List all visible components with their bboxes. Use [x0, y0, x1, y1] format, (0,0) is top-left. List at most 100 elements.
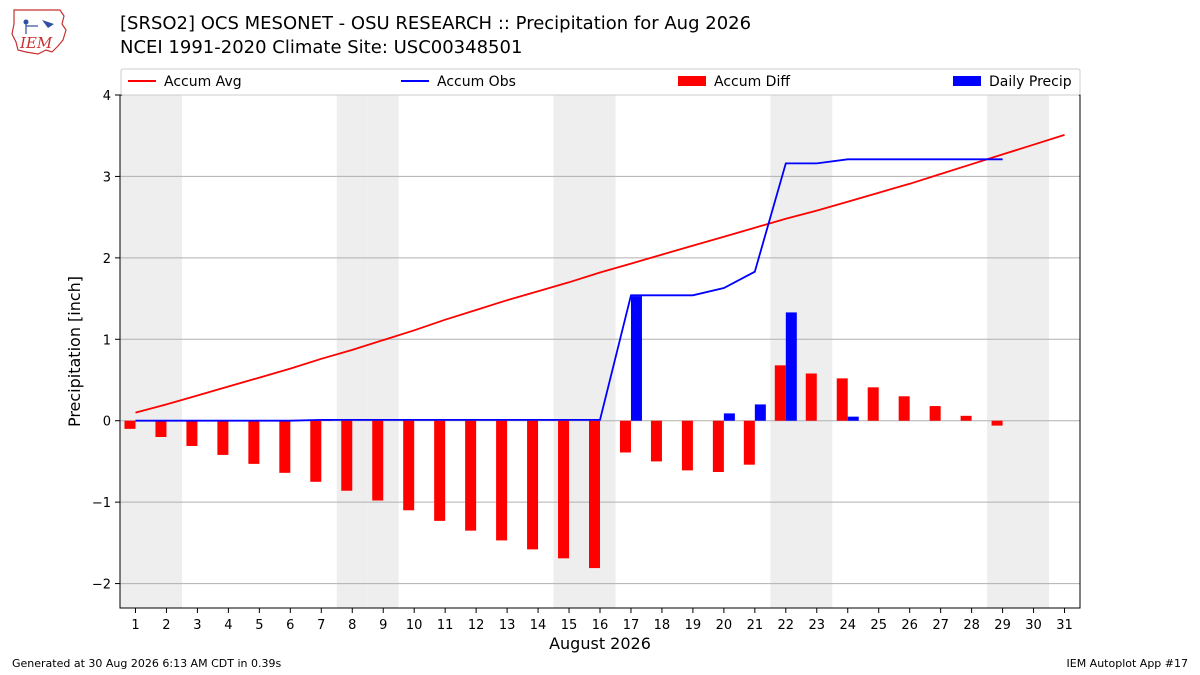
accum-diff-bar	[558, 420, 570, 559]
x-tick-label: 9	[379, 618, 387, 633]
legend-label: Accum Obs	[437, 74, 516, 90]
daily-precip-bar	[630, 296, 642, 421]
weekend-shade	[1018, 95, 1050, 608]
daily-precip-bar	[785, 312, 797, 421]
daily-precip-bar	[723, 413, 735, 421]
accum-diff-bar	[279, 420, 291, 473]
accum-diff-bar	[774, 365, 786, 421]
x-tick-label: 2	[162, 618, 170, 633]
accum-diff-bar	[186, 420, 198, 446]
accum-diff-bar	[124, 420, 136, 429]
legend-box	[120, 68, 1081, 96]
x-tick-label: 7	[317, 618, 325, 633]
x-tick-label: 10	[406, 618, 423, 633]
x-tick-label: 6	[286, 618, 294, 633]
iem-logo-graphic: IEM	[11, 9, 67, 55]
y-tick-label: 1	[103, 333, 111, 348]
accum-diff-bar	[712, 420, 724, 473]
x-tick-label: 29	[994, 618, 1011, 633]
x-tick-label: 24	[839, 618, 856, 633]
accum-diff-bar	[403, 420, 415, 511]
accum-diff-bar	[527, 420, 539, 550]
x-tick-label: 1	[131, 618, 139, 633]
accum-diff-bar	[434, 420, 446, 521]
x-tick-label: 31	[1056, 618, 1073, 633]
chart-title: [SRSO2] OCS MESONET - OSU RESEARCH :: Pr…	[120, 13, 752, 34]
iem-logo: IEM	[8, 6, 70, 58]
x-tick-label: 5	[255, 618, 263, 633]
legend-label: Accum Diff	[714, 74, 790, 90]
weekend-shading	[120, 95, 1050, 608]
weekend-shade	[150, 95, 182, 608]
x-tick-label: 30	[1025, 618, 1042, 633]
x-tick-label: 16	[592, 618, 609, 633]
accum-obs-line	[135, 158, 1003, 422]
weekend-shade	[367, 95, 399, 608]
x-tick-label: 3	[193, 618, 201, 633]
x-tick-label: 25	[870, 618, 887, 633]
accum-diff-bar	[217, 420, 229, 455]
x-tick-label: 26	[901, 618, 918, 633]
y-tick-label: 0	[103, 415, 111, 430]
accum-diff-bar	[310, 420, 322, 482]
y-tick-label: 3	[103, 170, 111, 185]
weekend-shade	[120, 95, 151, 608]
accum-diff-bar	[867, 387, 879, 421]
chart-subtitle: NCEI 1991-2020 Climate Site: USC00348501	[120, 37, 523, 58]
x-tick-label: 27	[932, 618, 949, 633]
accum-diff-bar	[496, 420, 508, 541]
x-tick-label: 4	[224, 618, 232, 633]
x-tick-label: 12	[468, 618, 485, 633]
x-tick-label: 23	[809, 618, 826, 633]
legend-label: Accum Avg	[164, 74, 242, 90]
lines	[135, 134, 1065, 422]
weekend-shade	[336, 95, 368, 608]
accum-diff-bar	[341, 420, 353, 491]
x-tick-label: 13	[499, 618, 516, 633]
accum-diff-bar	[155, 420, 167, 437]
accum-diff-bar	[929, 406, 941, 421]
x-tick-label: 22	[778, 618, 795, 633]
y-tick-label: 4	[103, 89, 111, 104]
accum-diff-bar	[991, 420, 1003, 426]
x-tick-label: 14	[530, 618, 547, 633]
y-tick-label: −2	[92, 578, 111, 593]
daily-precip-bar	[847, 416, 859, 421]
logo-text: IEM	[19, 34, 53, 52]
legend-swatch	[953, 76, 981, 86]
x-tick-label: 11	[437, 618, 454, 633]
legend-label: Daily Precip	[989, 74, 1072, 90]
x-tick-label: 28	[963, 618, 980, 633]
x-tick-label: 20	[716, 618, 733, 633]
accum-diff-bar	[681, 420, 693, 471]
x-axis-label: August 2026	[549, 634, 651, 653]
x-tick-label: 18	[654, 618, 671, 633]
accum-diff-bar	[248, 420, 260, 464]
x-tick-label: 17	[623, 618, 640, 633]
generated-timestamp: Generated at 30 Aug 2026 6:13 AM CDT in …	[12, 657, 282, 670]
weekend-shade	[987, 95, 1019, 608]
accum-diff-bar	[465, 420, 477, 531]
app-label: IEM Autoplot App #17	[1066, 657, 1189, 670]
accum-diff-bar	[960, 415, 972, 421]
y-tick-label: −1	[92, 496, 111, 511]
x-tick-label: 21	[747, 618, 764, 633]
accum-diff-bar	[743, 420, 755, 465]
accum-avg-line	[135, 134, 1065, 414]
x-tick-label: 19	[685, 618, 702, 633]
weekend-shade	[801, 95, 833, 608]
accum-diff-bar	[619, 420, 631, 453]
accum-diff-bar	[805, 373, 817, 421]
x-tick-label: 8	[348, 618, 356, 633]
bars	[124, 296, 1003, 569]
accum-diff-bar	[836, 378, 848, 421]
legend: Accum Avg Accum Obs Accum Diff Daily Precip	[120, 68, 1081, 96]
y-tick-label: 2	[103, 252, 111, 267]
daily-precip-bar	[754, 404, 766, 421]
accum-diff-bar	[372, 420, 384, 501]
accum-diff-bar	[898, 396, 910, 421]
accum-diff-bar	[589, 420, 600, 569]
legend-swatch	[678, 76, 706, 86]
